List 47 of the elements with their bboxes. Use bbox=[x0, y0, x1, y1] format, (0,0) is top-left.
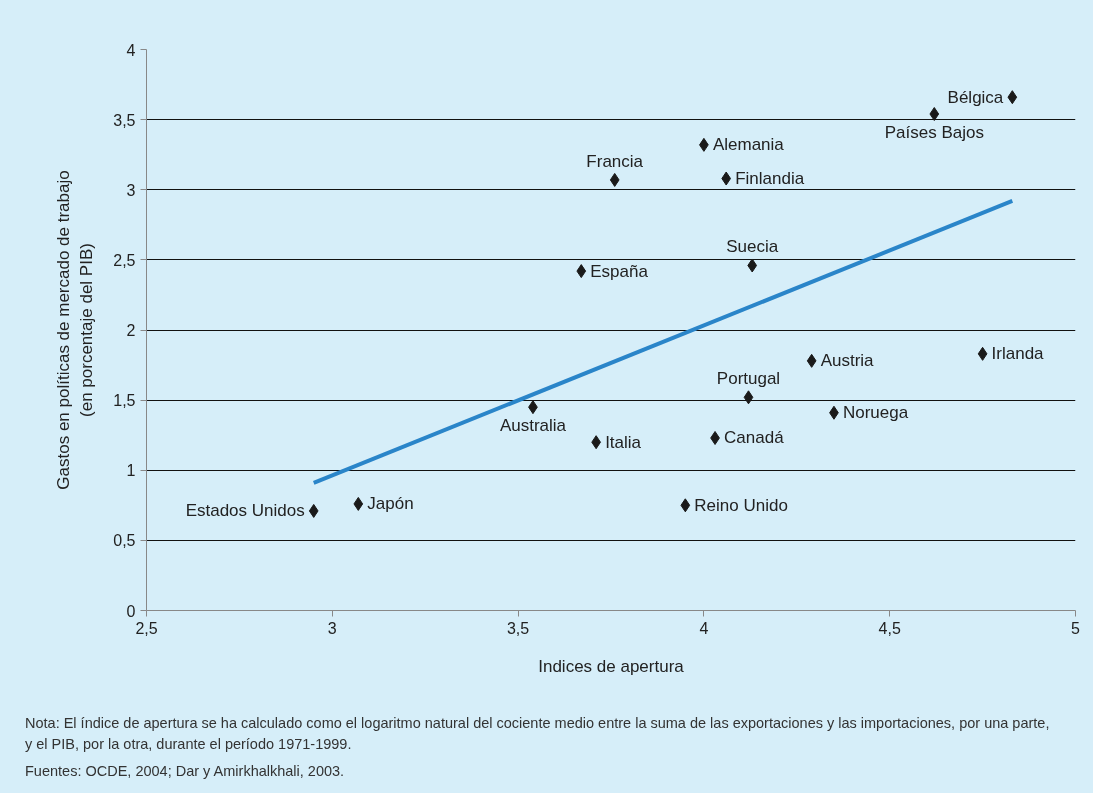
y-tick-label: 3,5 bbox=[113, 111, 136, 129]
point bbox=[576, 264, 587, 279]
data-label: Francia bbox=[586, 151, 644, 171]
x-tick-label: 4 bbox=[699, 619, 709, 637]
data-label: Alemania bbox=[712, 135, 785, 155]
data-label: Reino Unido bbox=[694, 495, 788, 515]
point bbox=[929, 107, 940, 122]
source-note: Fuentes: OCDE, 2004; Dar y Amirkhalkhali, 2003. bbox=[25, 762, 346, 782]
data-label: España bbox=[590, 261, 649, 281]
x-tick-label: 5 bbox=[1071, 619, 1081, 637]
y-tick-label: 2 bbox=[126, 322, 136, 339]
data-label: Irlanda bbox=[991, 344, 1045, 364]
point bbox=[353, 496, 364, 511]
point bbox=[977, 346, 988, 361]
point bbox=[743, 390, 754, 405]
x-tick-label: 4,5 bbox=[878, 619, 901, 637]
y-tick-label: 0 bbox=[126, 602, 136, 620]
y-tick-label: 1,5 bbox=[113, 392, 136, 410]
point bbox=[806, 353, 817, 368]
data-label: Italia bbox=[605, 432, 642, 452]
point bbox=[747, 258, 758, 273]
y-axis-title: Gastos en políticas de mercado de trabajo (en porcentaje del PIB) bbox=[54, 170, 97, 490]
point bbox=[721, 171, 732, 186]
data-label: Finlandia bbox=[735, 169, 805, 189]
point bbox=[609, 172, 620, 187]
y-tick-label: 2,5 bbox=[113, 251, 136, 269]
x-tick-label: 3,5 bbox=[506, 619, 530, 637]
data-label: Portugal bbox=[716, 369, 781, 389]
data-label: Australia bbox=[499, 416, 567, 436]
point bbox=[1007, 90, 1018, 105]
data-label: Noruega bbox=[842, 403, 909, 423]
text: Nota: El índice de apertura se ha calculado como el logaritmo natural del cociente medio entre la suma de las exportaciones y las importaciones, por una parte, y el PIB, por la otra, durante el período 1971-1999. bbox=[25, 714, 1051, 754]
data-label: Bélgica bbox=[947, 87, 1004, 107]
y-tick-label: 4 bbox=[126, 41, 136, 59]
data-label: Países Bajos bbox=[884, 123, 984, 143]
y-tick-label: 3 bbox=[126, 181, 136, 199]
data-label: Estados Unidos bbox=[185, 501, 305, 521]
point bbox=[308, 503, 319, 518]
y-tick-label: 0,5 bbox=[113, 532, 136, 550]
point bbox=[680, 498, 691, 513]
x-axis-title: Indices de apertura bbox=[538, 656, 685, 676]
y-tick-label: 1 bbox=[126, 462, 136, 480]
x-tick-label: 3 bbox=[327, 619, 337, 637]
data-label: Canadá bbox=[724, 428, 785, 448]
data-label: Suecia bbox=[726, 237, 779, 257]
data-label: Austria bbox=[820, 351, 875, 371]
data-label: Japón bbox=[367, 494, 414, 514]
